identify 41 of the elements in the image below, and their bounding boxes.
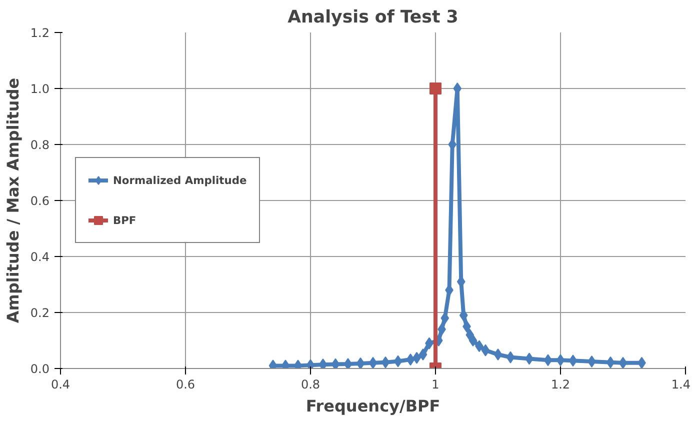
chart-title: Analysis of Test 3 — [288, 8, 458, 28]
y-tick-label: 1.2 — [30, 26, 50, 40]
point — [368, 356, 378, 368]
point — [544, 354, 552, 366]
point — [318, 358, 328, 368]
y-tick-label: 0.8 — [30, 138, 50, 152]
x-tick-label: 1.2 — [550, 378, 570, 392]
point — [568, 354, 578, 367]
y-tick-label: 0.6 — [30, 194, 50, 208]
x-tick-label: 0.8 — [300, 378, 320, 392]
point — [618, 356, 628, 368]
point — [494, 348, 502, 360]
y-tick-label: 0.4 — [30, 250, 50, 264]
point — [356, 357, 365, 368]
x-tick-label: 1 — [432, 378, 440, 392]
x-tick-label: 0.4 — [50, 378, 70, 392]
point — [462, 320, 471, 332]
y-tick-label: 1.0 — [30, 82, 50, 96]
point — [638, 356, 646, 368]
point — [344, 358, 352, 368]
point — [381, 356, 390, 368]
point — [606, 356, 615, 368]
y-tick-label: 0.2 — [30, 306, 50, 320]
point — [588, 356, 596, 368]
point — [331, 358, 340, 368]
point — [468, 334, 478, 346]
point — [506, 351, 515, 364]
y-axis-title: Amplitude / Max Amplitude — [3, 78, 22, 324]
point — [418, 348, 428, 360]
x-tick-label: 0.6 — [176, 378, 196, 392]
point — [556, 354, 565, 366]
point — [406, 354, 415, 366]
point — [394, 355, 402, 368]
y-tick-label: 0.0 — [30, 362, 50, 376]
point — [440, 312, 450, 324]
point — [481, 344, 490, 356]
legend-label: BPF — [113, 214, 136, 226]
legend-label: Normalized Amplitude — [113, 174, 247, 186]
x-tick-label: 1.4 — [671, 378, 691, 392]
point — [430, 82, 442, 94]
x-axis-title: Frequency/BPF — [306, 396, 440, 416]
